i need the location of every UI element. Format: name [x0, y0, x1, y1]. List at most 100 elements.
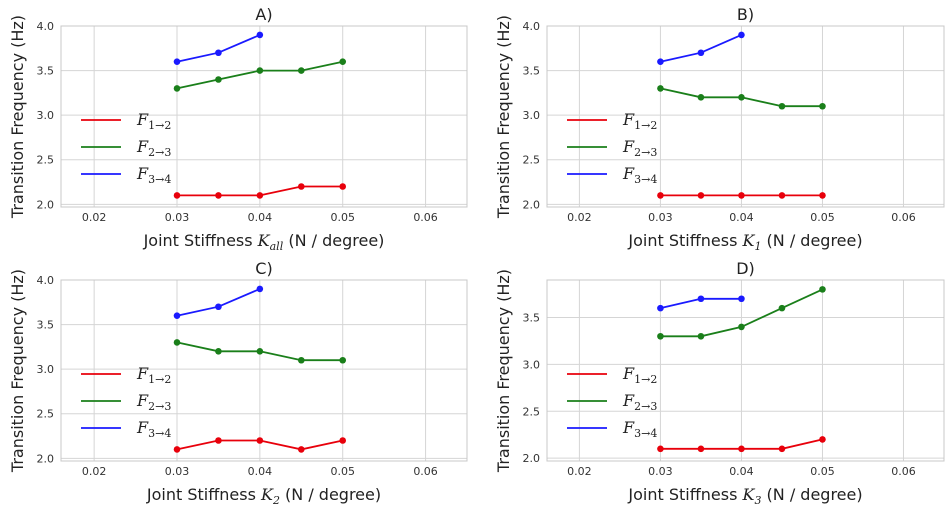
y-tick-label: 4.0: [37, 20, 55, 33]
data-point: [778, 192, 786, 199]
y-tick-label: 2.0: [37, 452, 55, 465]
data-point: [819, 102, 826, 110]
data-point: [297, 356, 305, 364]
x-axis-title: Joint Stiffness K3 (N / degree): [627, 485, 862, 507]
data-point: [657, 304, 664, 312]
data-point: [215, 437, 222, 444]
data-point: [819, 192, 826, 199]
x-tick-label: 0.05: [330, 465, 355, 478]
x-tick-label: 0.04: [729, 465, 754, 478]
plot-frame: [60, 279, 468, 462]
legend-label: F2→3: [622, 391, 657, 413]
data-point: [697, 332, 705, 340]
data-point: [256, 437, 264, 444]
data-point: [173, 312, 181, 319]
x-tick-label: 0.06: [413, 465, 438, 478]
data-point: [697, 445, 705, 453]
data-point: [657, 85, 664, 92]
data-point: [215, 76, 222, 83]
data-point: [297, 67, 305, 74]
panel-title: C): [255, 259, 272, 278]
data-point: [778, 445, 786, 453]
data-point: [339, 437, 347, 444]
x-tick-label: 0.06: [891, 465, 916, 478]
data-point: [173, 85, 181, 92]
y-tick-label: 3.5: [523, 65, 541, 78]
x-tick-label: 0.03: [165, 211, 190, 224]
data-point: [173, 339, 181, 346]
data-point: [819, 436, 826, 443]
plot-area: [547, 280, 944, 461]
data-point: [256, 31, 264, 39]
data-point: [256, 348, 264, 355]
data-point: [657, 58, 664, 65]
data-point: [339, 356, 347, 364]
data-point: [778, 304, 786, 312]
legend: F1→2 F2→3 F3→4: [567, 110, 657, 186]
legend-label: F2→3: [136, 137, 171, 159]
y-tick-label: 2.5: [37, 408, 55, 421]
x-tick-label: 0.02: [567, 211, 592, 224]
legend-label: F2→3: [622, 137, 657, 159]
y-axis-title: Transition Frequency (Hz): [8, 269, 27, 473]
x-tick-label: 0.03: [165, 465, 190, 478]
data-point: [256, 67, 264, 74]
x-tick-label: 0.06: [891, 211, 916, 224]
plot-area: [61, 26, 467, 207]
plot-frame: [546, 25, 945, 208]
x-tick-label: 0.05: [810, 465, 835, 478]
legend-label: F3→4: [136, 418, 171, 440]
y-tick-label: 2.5: [523, 154, 541, 167]
legend-label: F1→2: [622, 110, 657, 132]
data-point: [215, 49, 222, 57]
y-tick-label: 3.5: [37, 319, 55, 332]
x-tick-label: 0.05: [330, 211, 355, 224]
legend-label: F2→3: [136, 391, 171, 413]
chart-panel-4: 0.02 0.03 0.04 0.05 0.06 2.0 2.5 3.0 3.5 D) Transi…: [494, 259, 945, 507]
data-point: [173, 446, 181, 453]
y-tick-label: 2.5: [523, 405, 541, 418]
x-axis-title: Joint Stiffness K2 (N / degree): [146, 485, 381, 507]
data-point: [738, 192, 745, 199]
legend-label: F1→2: [136, 364, 171, 386]
x-tick-label: 0.05: [810, 211, 835, 224]
panel-title: D): [736, 259, 755, 278]
y-tick-label: 4.0: [523, 20, 541, 33]
data-point: [173, 192, 181, 199]
y-tick-label: 4.0: [37, 274, 55, 287]
y-tick-label: 3.0: [37, 109, 55, 122]
data-point: [697, 49, 705, 57]
y-tick-label: 3.0: [523, 109, 541, 122]
y-tick-label: 2.5: [37, 154, 55, 167]
y-tick-label: 3.0: [37, 363, 55, 376]
data-point: [215, 303, 222, 311]
x-tick-label: 0.04: [248, 465, 273, 478]
data-point: [297, 446, 305, 453]
y-axis-title: Transition Frequency (Hz): [494, 15, 513, 219]
chart-panel-2: 0.02 0.03 0.04 0.05 0.06 2.0 2.5 3.0 3.5 4.0 B) Tra…: [494, 5, 945, 253]
data-point: [657, 445, 664, 453]
data-point: [215, 192, 222, 199]
x-tick-label: 0.02: [82, 211, 107, 224]
legend-label: F3→4: [136, 164, 171, 186]
x-tick-label: 0.03: [648, 211, 673, 224]
data-point: [697, 94, 705, 101]
plot-frame: [60, 25, 468, 208]
panel-title: B): [737, 5, 754, 24]
legend: F1→2 F2→3 F3→4: [81, 364, 171, 440]
legend: F1→2 F2→3 F3→4: [81, 110, 171, 186]
x-axis-title: Joint Stiffness K1 (N / degree): [627, 231, 862, 253]
data-point: [738, 323, 745, 331]
data-point: [215, 348, 222, 355]
data-point: [339, 183, 347, 190]
y-tick-label: 3.5: [523, 312, 541, 325]
data-point: [738, 295, 745, 303]
data-point: [297, 183, 305, 190]
plot-frame: [546, 279, 945, 462]
data-point: [738, 94, 745, 101]
y-tick-label: 3.5: [37, 65, 55, 78]
y-tick-label: 2.0: [523, 198, 541, 211]
data-point: [256, 285, 264, 293]
legend-label: F1→2: [622, 364, 657, 386]
